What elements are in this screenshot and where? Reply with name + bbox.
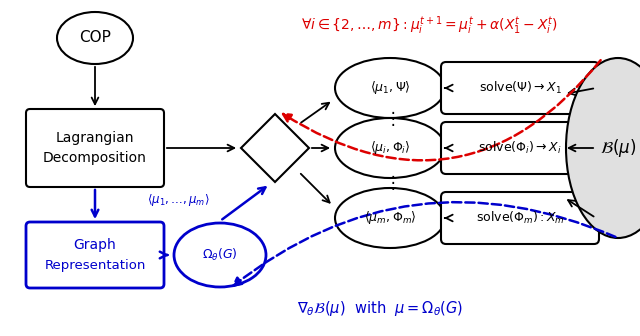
- Text: $\Omega_\theta(G)$: $\Omega_\theta(G)$: [202, 247, 238, 263]
- FancyArrowPatch shape: [283, 60, 601, 160]
- Text: $\vdots$: $\vdots$: [385, 173, 396, 193]
- Ellipse shape: [335, 58, 445, 118]
- FancyBboxPatch shape: [26, 109, 164, 187]
- Ellipse shape: [57, 12, 133, 64]
- Text: COP: COP: [79, 31, 111, 45]
- Text: Decomposition: Decomposition: [43, 151, 147, 165]
- Polygon shape: [241, 114, 309, 182]
- Text: $\mathcal{B}(\mu)$: $\mathcal{B}(\mu)$: [600, 137, 636, 159]
- Text: Lagrangian: Lagrangian: [56, 131, 134, 145]
- FancyBboxPatch shape: [441, 62, 599, 114]
- Text: $\langle\mu_m, \Phi_m\rangle$: $\langle\mu_m, \Phi_m\rangle$: [364, 210, 417, 226]
- Ellipse shape: [335, 118, 445, 178]
- Text: $\langle\mu_1,\ldots,\mu_m\rangle$: $\langle\mu_1,\ldots,\mu_m\rangle$: [147, 192, 209, 208]
- Text: $\langle\mu_i, \Phi_i\rangle$: $\langle\mu_i, \Phi_i\rangle$: [370, 139, 410, 157]
- Ellipse shape: [335, 188, 445, 248]
- FancyBboxPatch shape: [441, 122, 599, 174]
- FancyArrowPatch shape: [234, 202, 616, 286]
- Text: $\mathrm{solve}(\Phi_i) \to X_i$: $\mathrm{solve}(\Phi_i) \to X_i$: [478, 140, 562, 156]
- Ellipse shape: [566, 58, 640, 238]
- Text: $\mathrm{solve}(\Psi) \to X_1$: $\mathrm{solve}(\Psi) \to X_1$: [479, 80, 561, 96]
- Ellipse shape: [174, 223, 266, 287]
- FancyBboxPatch shape: [441, 192, 599, 244]
- Text: $\nabla_\theta \mathcal{B}(\mu)$  with  $\mu = \Omega_\theta(G)$: $\nabla_\theta \mathcal{B}(\mu)$ with $\…: [297, 298, 463, 318]
- Text: $\vdots$: $\vdots$: [385, 109, 396, 127]
- Text: $\langle\mu_1, \Psi\rangle$: $\langle\mu_1, \Psi\rangle$: [370, 80, 410, 96]
- Text: $\mathrm{solve}(\Phi_m) : X_m$: $\mathrm{solve}(\Phi_m) : X_m$: [476, 210, 564, 226]
- Text: Representation: Representation: [44, 258, 146, 271]
- Text: $\forall i \in \{2,\ldots,m\}: \mu_i^{t+1} = \mu_i^t + \alpha(X_1^t - X_i^t)$: $\forall i \in \{2,\ldots,m\}: \mu_i^{t+…: [301, 14, 559, 37]
- FancyBboxPatch shape: [26, 222, 164, 288]
- Text: Graph: Graph: [74, 238, 116, 252]
